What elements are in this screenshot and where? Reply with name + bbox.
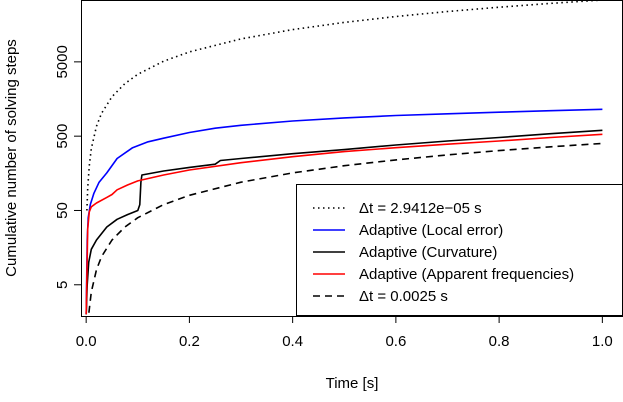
legend-label: Adaptive (Curvature) [359,244,497,261]
legend-label: Δt = 2.9412e−05 s [359,200,482,217]
legend-label: Adaptive (Local error) [359,222,503,239]
y-axis-label: Cumulative number of solving steps [3,39,20,277]
x-tick-label: 1.0 [592,333,613,350]
legend-label: Adaptive (Apparent frequencies) [359,266,574,283]
x-tick-label: 0.6 [385,333,406,350]
series-line-5 [87,142,603,316]
series-group [85,0,603,316]
series-line-1 [86,0,603,211]
y-tick-label: 5 [54,281,71,289]
legend: Δt = 2.9412e−05 s Adaptive (Local error) A… [296,184,623,316]
y-tick-label: 5000 [54,45,71,78]
y-tick-label: 500 [54,124,71,149]
series-line-3 [85,129,603,315]
x-tick-label: 0.8 [489,333,510,350]
legend-box [296,184,623,316]
axes: 0.0 0.2 0.4 0.6 0.8 1.0 5 50 500 5000 Time [s] Cumu… [3,0,623,392]
x-axis-label: Time [s] [326,375,379,392]
series-line-2 [85,108,603,315]
legend-label: Δt = 0.0025 s [359,288,448,305]
x-tick-label: 0.4 [282,333,303,350]
series-line-4 [85,133,603,315]
y-tick-label: 50 [54,202,71,219]
x-tick-label: 0.0 [76,333,97,350]
x-tick-label: 0.2 [179,333,200,350]
